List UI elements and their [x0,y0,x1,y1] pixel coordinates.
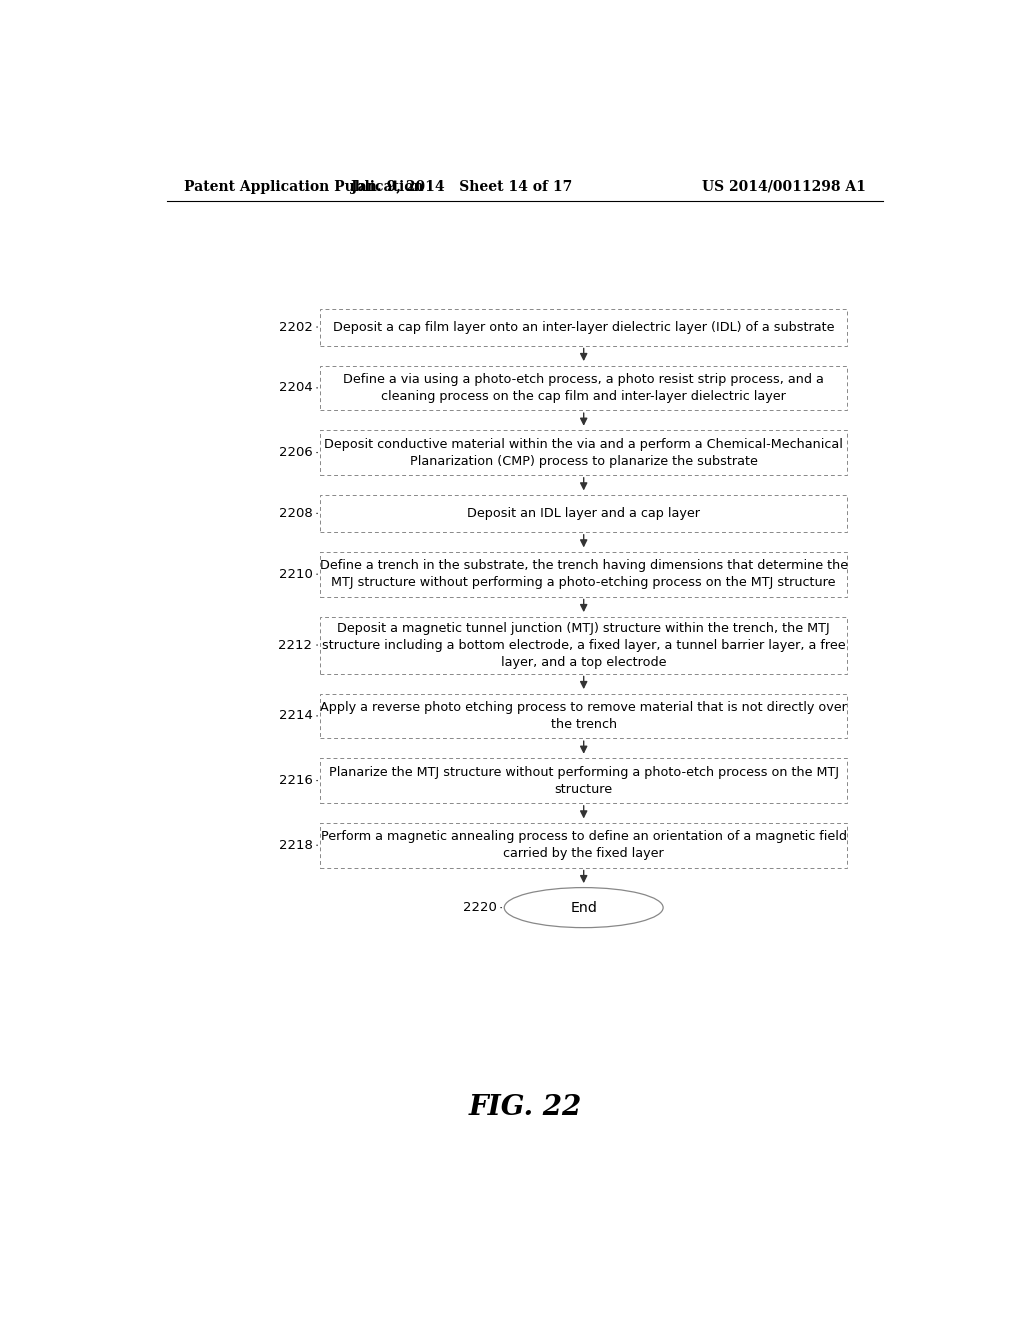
Text: 2206: 2206 [279,446,312,459]
Text: FIG. 22: FIG. 22 [468,1093,582,1121]
FancyBboxPatch shape [321,758,847,803]
Text: Jan. 9, 2014   Sheet 14 of 17: Jan. 9, 2014 Sheet 14 of 17 [350,180,571,194]
FancyBboxPatch shape [321,552,847,597]
Text: 2216: 2216 [279,774,312,787]
Text: Deposit conductive material within the via and a perform a Chemical-Mechanical
P: Deposit conductive material within the v… [325,437,843,467]
Text: US 2014/0011298 A1: US 2014/0011298 A1 [701,180,866,194]
Text: Define a via using a photo-etch process, a photo resist strip process, and a
cle: Define a via using a photo-etch process,… [343,372,824,403]
FancyBboxPatch shape [321,693,847,738]
FancyBboxPatch shape [321,430,847,475]
Text: Deposit a magnetic tunnel junction (MTJ) structure within the trench, the MTJ
st: Deposit a magnetic tunnel junction (MTJ)… [322,622,846,668]
Text: Deposit a cap film layer onto an inter-layer dielectric layer (IDL) of a substra: Deposit a cap film layer onto an inter-l… [333,321,835,334]
Ellipse shape [504,887,664,928]
FancyBboxPatch shape [321,822,847,867]
Text: 2210: 2210 [279,568,312,581]
Text: 2208: 2208 [279,507,312,520]
Text: Patent Application Publication: Patent Application Publication [183,180,424,194]
FancyBboxPatch shape [321,495,847,532]
Text: Apply a reverse photo etching process to remove material that is not directly ov: Apply a reverse photo etching process to… [321,701,847,731]
Text: Planarize the MTJ structure without performing a photo-etch process on the MTJ
s: Planarize the MTJ structure without perf… [329,766,839,796]
Text: 2204: 2204 [279,381,312,395]
Text: Define a trench in the substrate, the trench having dimensions that determine th: Define a trench in the substrate, the tr… [319,560,848,589]
FancyBboxPatch shape [321,616,847,673]
Text: 2202: 2202 [279,321,312,334]
Text: 2212: 2212 [279,639,312,652]
Text: Deposit an IDL layer and a cap layer: Deposit an IDL layer and a cap layer [467,507,700,520]
Text: End: End [570,900,597,915]
Text: 2214: 2214 [279,709,312,722]
FancyBboxPatch shape [321,366,847,411]
Text: Perform a magnetic annealing process to define an orientation of a magnetic fiel: Perform a magnetic annealing process to … [321,830,847,861]
FancyBboxPatch shape [321,309,847,346]
Text: 2218: 2218 [279,838,312,851]
Text: 2220: 2220 [463,902,497,915]
